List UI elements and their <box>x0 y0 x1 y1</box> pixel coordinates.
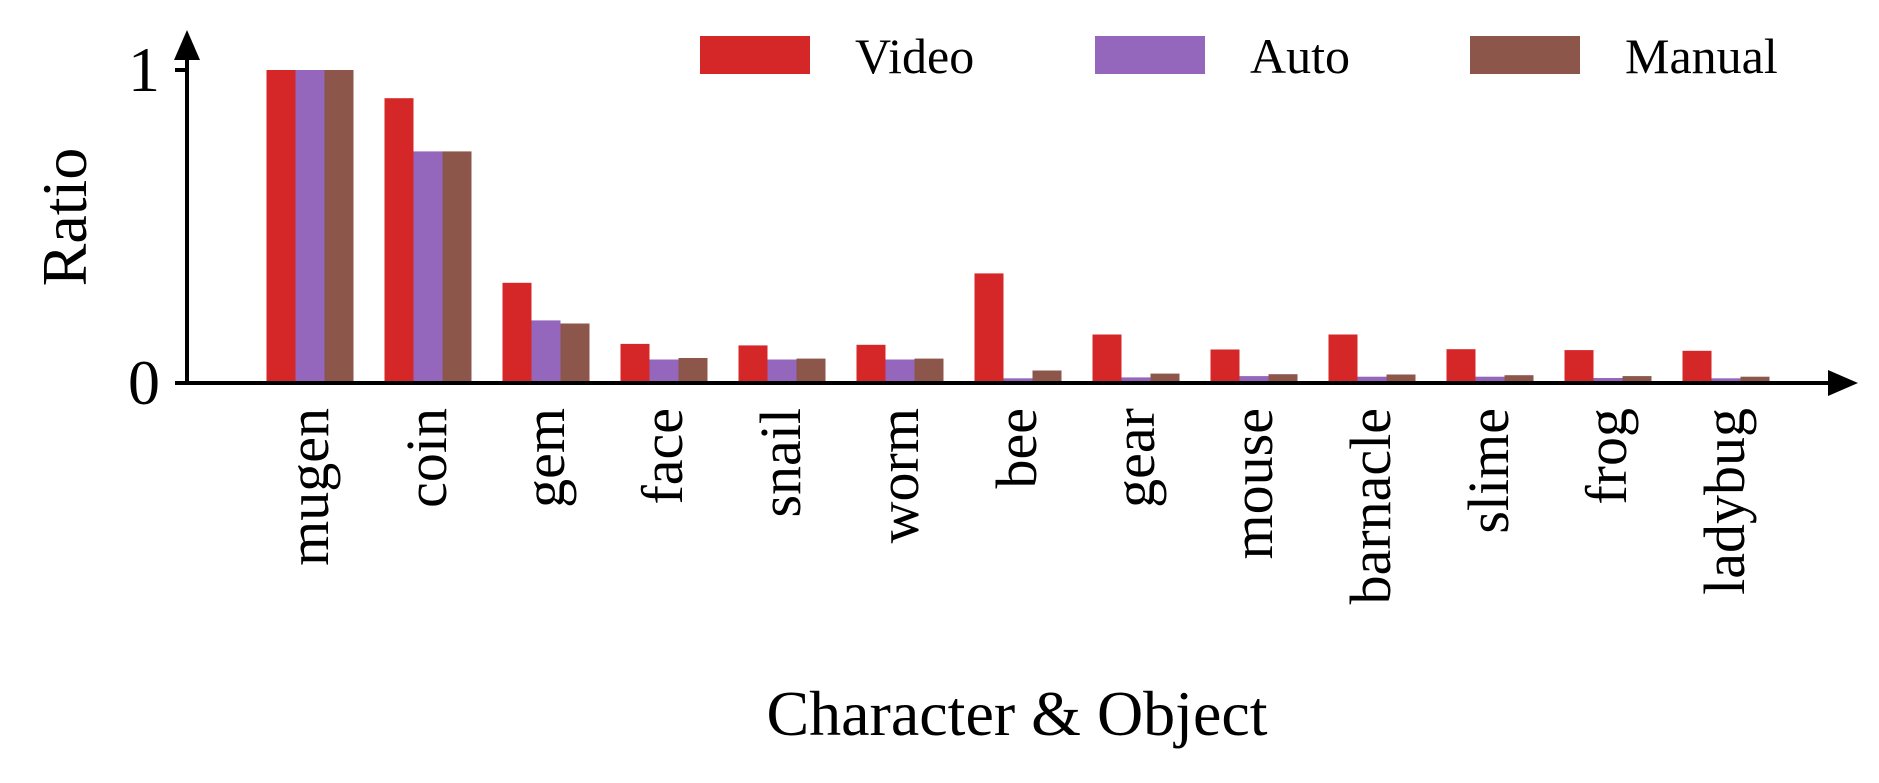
bar-manual-face <box>678 358 708 383</box>
bar-video-slime <box>1446 349 1476 383</box>
x-tick-label-mouse: mouse <box>1220 408 1285 559</box>
legend-swatch-auto <box>1095 36 1205 74</box>
bar-video-coin <box>384 98 414 383</box>
legend-label-manual: Manual <box>1625 28 1778 84</box>
bar-manual-snail <box>796 358 826 383</box>
bar-manual-gem <box>560 323 590 383</box>
bar-auto-gear <box>1121 377 1151 383</box>
bar-manual-worm <box>914 358 944 383</box>
bar-auto-bee <box>1003 378 1033 383</box>
x-tick-label-snail: snail <box>748 408 813 518</box>
x-tick-label-gem: gem <box>512 408 577 508</box>
y-tick-label-0: 0 <box>128 347 160 418</box>
y-tick-label-1: 1 <box>128 34 160 105</box>
legend-swatch-video <box>700 36 810 74</box>
bar-manual-coin <box>442 151 472 383</box>
bar-auto-coin <box>413 151 443 383</box>
legend-swatch-manual <box>1470 36 1580 74</box>
x-tick-label-bee: bee <box>984 408 1049 489</box>
x-tick-label-frog: frog <box>1574 408 1639 505</box>
bar-auto-mugen <box>295 70 325 383</box>
bar-manual-ladybug <box>1740 376 1770 383</box>
x-tick-label-face: face <box>630 408 695 505</box>
bar-video-bee <box>974 273 1004 383</box>
bar-auto-gem <box>531 320 561 383</box>
x-tick-label-worm: worm <box>866 408 931 543</box>
bar-auto-barnacle <box>1357 376 1387 383</box>
bar-auto-worm <box>885 359 915 383</box>
bar-video-gem <box>502 282 532 383</box>
y-tick-labels: 01 <box>128 34 160 418</box>
x-axis-title: Character & Object <box>766 678 1267 749</box>
bar-manual-gear <box>1150 373 1180 383</box>
x-tick-label-mugen: mugen <box>276 408 341 566</box>
x-tick-label-ladybug: ladybug <box>1692 408 1757 595</box>
bar-auto-frog <box>1593 378 1623 383</box>
bar-video-mouse <box>1210 349 1240 383</box>
bar-manual-mugen <box>324 70 354 383</box>
legend-label-auto: Auto <box>1250 28 1350 84</box>
bar-video-worm <box>856 344 886 383</box>
bar-auto-slime <box>1475 376 1505 383</box>
bar-auto-mouse <box>1239 376 1269 383</box>
x-tick-label-gear: gear <box>1102 408 1167 508</box>
bar-auto-face <box>649 359 679 383</box>
bar-manual-bee <box>1032 370 1062 383</box>
bar-manual-slime <box>1504 375 1534 383</box>
x-tick-label-barnacle: barnacle <box>1338 408 1403 604</box>
bar-video-mugen <box>266 70 296 383</box>
x-tick-label-slime: slime <box>1456 408 1521 534</box>
x-tick-label-coin: coin <box>394 408 459 508</box>
bar-manual-frog <box>1622 376 1652 383</box>
bar-video-frog <box>1564 350 1594 383</box>
bar-auto-snail <box>767 359 797 383</box>
bar-manual-mouse <box>1268 374 1298 383</box>
legend-label-video: Video <box>855 28 974 84</box>
bar-video-ladybug <box>1682 350 1712 383</box>
bar-manual-barnacle <box>1386 374 1416 383</box>
bar-video-gear <box>1092 334 1122 383</box>
y-axis-title: Ratio <box>29 148 100 287</box>
bar-video-snail <box>738 345 768 383</box>
bar-video-face <box>620 343 650 383</box>
bar-auto-ladybug <box>1711 378 1741 383</box>
y-axis-arrow <box>174 30 200 60</box>
x-axis-arrow <box>1828 370 1858 396</box>
x-tick-labels: mugen coin gem face snail worm bee gear mouse bar… <box>276 408 1757 604</box>
legend: Video Auto Manual <box>700 28 1778 84</box>
bar-video-barnacle <box>1328 334 1358 383</box>
bars-group <box>266 70 1770 383</box>
